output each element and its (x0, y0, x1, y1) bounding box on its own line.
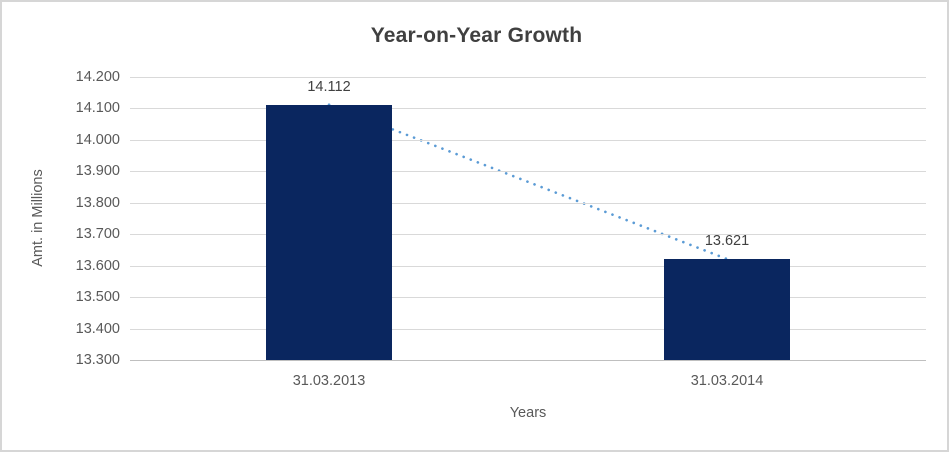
x-category-label: 31.03.2013 (292, 373, 366, 389)
y-tick-label: 13.300 (75, 352, 120, 368)
gridline (130, 77, 926, 78)
bar-value-label: 13.621 (704, 233, 750, 250)
y-tick-label: 13.900 (75, 163, 120, 180)
y-tick-label: 14.100 (75, 100, 120, 117)
y-axis-title: Amt. in Millions (30, 169, 46, 267)
gridline (130, 234, 926, 236)
y-tick-label: 14.200 (75, 69, 120, 85)
bar-value-label: 14.112 (307, 78, 351, 95)
y-tick-label: 13.400 (75, 320, 120, 337)
x-category-label: 31.03.2014 (690, 373, 764, 389)
y-tick-label: 13.600 (75, 257, 120, 274)
x-axis-title: Years (509, 405, 547, 421)
y-tick-label: 13.700 (75, 226, 120, 243)
plot-area: 14.112 31.03.2013 13.621 31.03.2014 (130, 77, 926, 389)
gridline (130, 139, 926, 141)
chart-title: Year-on-Year Growth (370, 24, 583, 47)
gridline (130, 328, 926, 330)
y-tick-label: 14.000 (75, 131, 120, 148)
gridline (130, 108, 926, 110)
gridline (130, 202, 926, 204)
trendline (327, 103, 729, 261)
bar-31.03.2014 (664, 259, 790, 360)
gridline (130, 171, 926, 173)
bar-31.03.2013 (266, 104, 392, 360)
y-tick-label: 13.500 (75, 289, 120, 306)
x-axis-line (130, 360, 926, 361)
gridline (130, 265, 926, 267)
gridline (130, 297, 926, 299)
y-tick-label: 13.800 (75, 194, 120, 211)
